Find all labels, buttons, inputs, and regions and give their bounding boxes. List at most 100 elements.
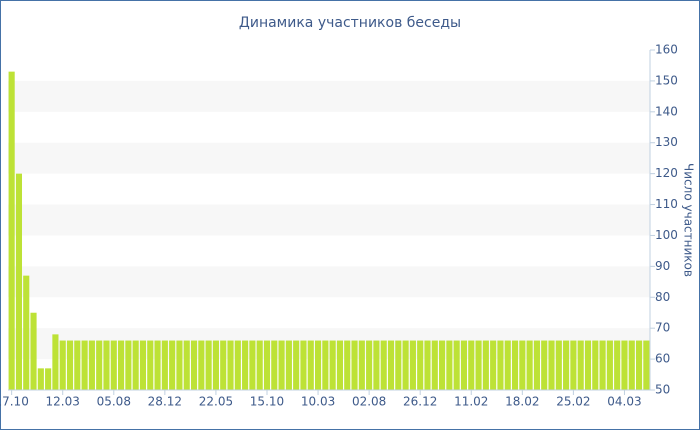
bar: [344, 340, 351, 390]
x-tick-label: 04.03: [607, 395, 641, 409]
bar: [52, 334, 59, 390]
bar: [584, 340, 592, 390]
bar: [154, 340, 161, 390]
bar: [526, 340, 533, 390]
bar: [490, 340, 497, 390]
bar: [621, 340, 628, 390]
bar: [110, 340, 117, 390]
bar: [256, 340, 263, 390]
x-tick-label: 25.02: [556, 395, 590, 409]
x-tick-label: 02.08: [352, 395, 386, 409]
y-tick-label: 140: [655, 104, 678, 118]
bar: [380, 340, 387, 390]
bar: [402, 340, 409, 390]
bar: [351, 340, 358, 390]
bar: [453, 340, 460, 390]
bar: [96, 340, 103, 390]
bar: [570, 340, 577, 390]
bar: [66, 340, 74, 390]
bar: [205, 340, 212, 390]
grid-band: [8, 266, 650, 298]
bar: [300, 340, 307, 390]
grid-band: [8, 204, 650, 236]
bar: [555, 340, 562, 390]
bar: [635, 340, 643, 390]
bar: [81, 340, 88, 390]
bar: [431, 340, 438, 390]
bar: [285, 340, 292, 390]
bar: [212, 340, 219, 390]
bar: [59, 340, 66, 390]
y-tick-label: 90: [655, 259, 670, 273]
bar: [439, 340, 446, 390]
bar: [103, 340, 110, 390]
bar: [30, 312, 37, 390]
bar: [37, 368, 44, 390]
x-tick-label: 26.12: [403, 395, 437, 409]
x-tick-label: 05.08: [97, 395, 131, 409]
bar: [88, 340, 95, 390]
bar: [577, 340, 584, 390]
bar: [139, 340, 147, 390]
x-tick-label: 12.03: [46, 395, 80, 409]
bar: [358, 340, 365, 390]
x-tick-label: 18.02: [505, 395, 539, 409]
x-tick-label: 10.03: [301, 395, 335, 409]
bar: [74, 340, 81, 390]
x-tick-label: 28.12: [148, 395, 182, 409]
y-axis-title: Число участников: [682, 163, 696, 277]
bar: [519, 340, 526, 390]
chart-title: Динамика участников беседы: [239, 15, 461, 31]
bar: [417, 340, 424, 390]
y-tick-label: 120: [655, 166, 678, 180]
bar: [132, 340, 139, 390]
bar: [176, 340, 183, 390]
bar: [614, 340, 621, 390]
bar: [242, 340, 249, 390]
y-tick-label: 80: [655, 290, 670, 304]
bar: [468, 340, 475, 390]
y-tick-label: 50: [655, 383, 670, 397]
bar: [424, 340, 431, 390]
y-tick-label: 160: [655, 43, 678, 57]
bar: [220, 340, 227, 390]
bar: [125, 340, 132, 390]
bar: [643, 340, 650, 390]
y-tick-label: 100: [655, 228, 678, 242]
bar: [336, 340, 344, 390]
bar: [190, 340, 198, 390]
bar: [234, 340, 241, 390]
bar: [409, 340, 416, 390]
bar: [322, 340, 329, 390]
bar: [606, 340, 613, 390]
bar: [373, 340, 380, 390]
bar: [278, 340, 285, 390]
x-tick-label: 17.10: [0, 395, 29, 409]
bar: [548, 340, 555, 390]
bar: [307, 340, 314, 390]
bar: [628, 340, 635, 390]
bar: [497, 340, 504, 390]
bar: [366, 340, 373, 390]
bar: [563, 340, 570, 390]
grid-band: [8, 80, 650, 112]
bar: [314, 340, 322, 390]
bar: [592, 340, 599, 390]
bar: [293, 340, 300, 390]
x-tick-label: 11.02: [454, 395, 488, 409]
bar: [541, 340, 548, 390]
grid-band: [8, 142, 650, 174]
bar: [118, 340, 125, 390]
bar: [8, 71, 15, 391]
bar: [249, 340, 256, 390]
bar: [161, 340, 168, 390]
bar: [387, 340, 395, 390]
y-tick-label: 60: [655, 352, 670, 366]
x-tick-label: 22.05: [199, 395, 233, 409]
bar: [263, 340, 271, 390]
bar: [533, 340, 540, 390]
bar: [183, 340, 190, 390]
y-tick-label: 150: [655, 73, 678, 87]
bar: [329, 340, 336, 390]
